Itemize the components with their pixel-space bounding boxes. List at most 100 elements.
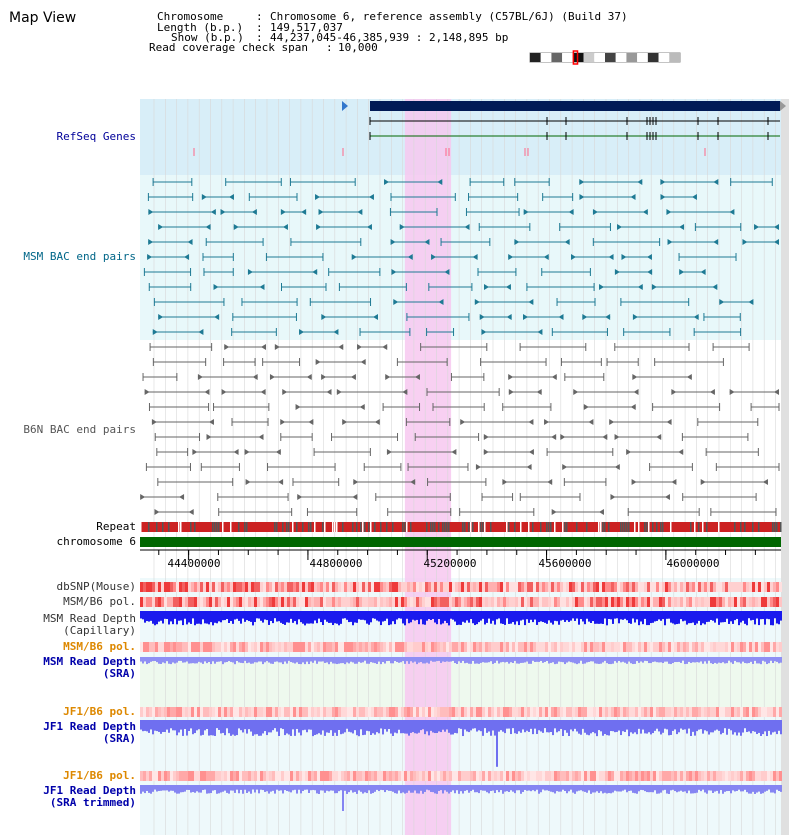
depth-bar [690,657,692,663]
depth-bar [188,785,190,790]
heat-cell [509,582,512,592]
heat-cell [473,771,476,781]
bac-end-marker [382,344,388,350]
depth-bar [426,657,428,663]
depth-bar [314,785,316,791]
heat-cell [776,597,779,607]
bac-end-marker [280,419,286,425]
heat-cell [254,771,257,781]
depth-bar [576,785,578,792]
heat-cell [197,597,200,607]
depth-bar [344,611,346,619]
depth-bar [356,720,358,736]
repeat-element [620,522,622,532]
depth-bar [384,785,386,793]
depth-bar [602,657,604,663]
depth-bar [642,785,644,791]
heat-cell [545,642,548,652]
depth-bar [718,657,720,663]
heat-cell [440,771,443,781]
depth-bar [526,611,528,620]
depth-bar [518,611,520,626]
heat-cell [548,582,551,592]
depth-bar [342,785,344,811]
bac-end-marker [544,419,550,425]
depth-bar [174,720,176,731]
heat-cell [467,707,470,717]
depth-bar [180,611,182,621]
bac-end-marker [630,194,636,200]
bac-end-marker [666,419,672,425]
depth-bar [552,611,554,625]
bac-end-marker [206,434,212,440]
depth-bar [668,657,670,664]
heat-cell [590,771,593,781]
heat-cell [737,707,740,717]
depth-bar [310,720,312,730]
depth-bar [520,657,522,663]
bac-end-marker [573,389,579,395]
depth-bar [488,657,490,663]
depth-bar [522,657,524,663]
depth-bar [382,785,384,791]
depth-bar [550,785,552,792]
heat-cell [569,642,572,652]
track-label-msm-b6-pol-sra: MSM/B6 pol. [63,640,136,653]
depth-bar [656,720,658,729]
depth-bar [684,785,686,792]
heat-cell [776,771,779,781]
depth-bar [292,785,294,791]
depth-bar [354,720,356,731]
depth-bar [244,657,246,661]
depth-bar [702,611,704,624]
depth-bar [292,720,294,730]
depth-bar [266,720,268,736]
depth-bar [252,720,254,736]
bac-end-marker [158,314,164,320]
bac-end-marker [312,269,318,275]
depth-bar [408,611,410,624]
heat-cell [554,597,557,607]
heat-cell [359,642,362,652]
depth-bar [516,657,518,664]
depth-bar [584,611,586,625]
depth-bar [402,657,404,662]
depth-bar [492,657,494,664]
depth-bar [268,611,270,625]
bac-end-marker [686,374,692,380]
depth-bar [478,720,480,731]
heat-cell [455,642,458,652]
bac-end-marker [543,254,549,260]
depth-bar [278,611,280,622]
depth-bar [520,611,522,621]
depth-bar [738,720,740,733]
depth-bar [160,785,162,791]
heat-cell [437,597,440,607]
heat-cell [356,597,359,607]
depth-bar [264,611,266,620]
depth-bar [738,785,740,790]
heat-cell [599,642,602,652]
depth-bar [144,657,146,662]
repeat-element [482,522,484,532]
depth-bar [538,785,540,794]
heat-cell [218,642,221,652]
heat-cell [758,642,761,652]
heat-cell [623,597,626,607]
heat-cell [617,582,620,592]
depth-bar [586,785,588,793]
bac-end-marker [700,479,706,485]
heat-cell [245,582,248,592]
jf1-b6-pol-trimmed-heat-strip [140,771,782,781]
depth-bar [536,657,538,662]
bac-end-marker [506,314,512,320]
depth-bar [706,657,708,664]
heat-cell [308,707,311,717]
depth-bar [162,785,164,791]
depth-bar [542,611,544,622]
depth-bar [760,611,762,620]
heat-cell [671,707,674,717]
depth-bar [668,785,670,794]
depth-bar [730,720,732,731]
